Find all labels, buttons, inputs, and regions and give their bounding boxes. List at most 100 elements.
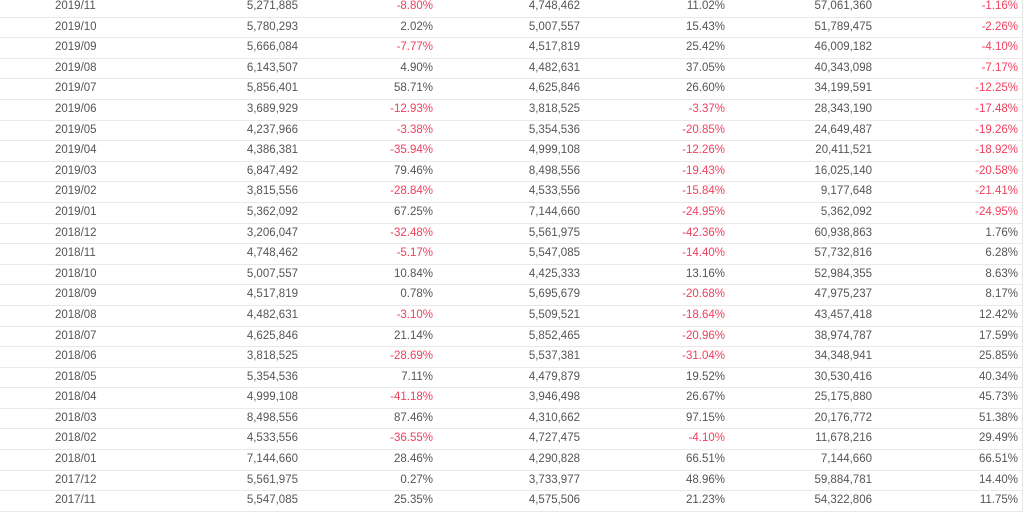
cell-cumulative-change: 45.73% <box>978 391 1018 404</box>
cell-value-2: 5,547,085 <box>528 247 580 260</box>
cell-cumulative-change: 25.85% <box>978 350 1018 363</box>
table-row: 2018/10 5,007,557 10.84% 4,425,333 13.16% 52,… <box>0 265 1022 286</box>
cell-value-2: 7,144,660 <box>528 205 580 218</box>
cell-cumulative-change: -17.48% <box>975 102 1018 115</box>
cell-change-2: -3.37% <box>688 102 725 115</box>
cell-value-2: 5,509,521 <box>528 308 580 321</box>
cell-value-1: 4,533,556 <box>246 432 298 445</box>
row-spacer <box>0 327 55 347</box>
table-row: 2018/07 4,625,846 21.14% 5,852,465 -20.96% 38… <box>0 327 1022 348</box>
row-spacer <box>0 203 55 223</box>
table-row: 2018/03 8,498,556 87.46% 4,310,662 97.15% 20,… <box>0 409 1022 430</box>
cell-cumulative: 47,975,237 <box>814 288 872 301</box>
cell-change-2: 26.67% <box>685 391 725 404</box>
cell-value-1: 5,780,293 <box>246 20 298 33</box>
table-row: 2019/03 6,847,492 79.46% 8,498,556 -19.43% 16… <box>0 162 1022 183</box>
cell-cumulative: 20,411,521 <box>815 144 872 157</box>
cell-month: 2019/10 <box>55 20 97 33</box>
table-row: 2019/11 5,271,885 -8.80% 4,748,462 11.02% 57,… <box>0 0 1022 18</box>
cell-change-2: 97.15% <box>685 411 725 424</box>
cell-month: 2018/03 <box>55 411 97 424</box>
cell-month: 2019/06 <box>55 102 97 115</box>
cell-change-1: 21.14% <box>393 329 433 342</box>
row-spacer <box>0 182 55 202</box>
cell-change-2: -18.64% <box>682 308 725 321</box>
cell-cumulative: 54,322,806 <box>814 494 872 507</box>
table-row: 2019/05 4,237,966 -3.38% 5,354,536 -20.85% 24… <box>0 121 1022 142</box>
cell-value-2: 3,733,977 <box>528 473 580 486</box>
cell-value-2: 5,695,679 <box>528 288 580 301</box>
cell-cumulative: 25,175,880 <box>814 391 872 404</box>
cell-value-2: 5,354,536 <box>528 123 580 136</box>
cell-cumulative: 28,343,190 <box>814 102 872 115</box>
cell-change-1: 79.46% <box>393 164 433 177</box>
cell-change-1: 58.71% <box>393 82 433 95</box>
cell-month: 2019/04 <box>55 144 97 157</box>
table-row: 2017/12 5,561,975 0.27% 3,733,977 48.96% 59,8… <box>0 471 1022 492</box>
cell-change-2: -31.04% <box>682 350 725 363</box>
cell-value-1: 4,482,631 <box>246 308 298 321</box>
row-spacer <box>0 100 55 120</box>
cell-change-1: 10.84% <box>393 267 433 280</box>
cell-cumulative-change: 14.40% <box>978 473 1018 486</box>
cell-cumulative: 38,974,787 <box>814 329 872 342</box>
cell-value-1: 5,354,536 <box>246 370 298 383</box>
cell-value-1: 7,144,660 <box>246 453 298 466</box>
cell-cumulative-change: -7.17% <box>981 61 1018 74</box>
cell-cumulative: 52,984,355 <box>814 267 872 280</box>
cell-change-1: 67.25% <box>393 205 433 218</box>
cell-month: 2019/05 <box>55 123 97 136</box>
table-row: 2019/04 4,386,381 -35.94% 4,999,108 -12.26% 2… <box>0 141 1022 162</box>
table-row: 2018/12 3,206,047 -32.48% 5,561,975 -42.36% 6… <box>0 224 1022 245</box>
cell-month: 2018/04 <box>55 391 97 404</box>
cell-cumulative: 43,457,418 <box>814 308 872 321</box>
cell-change-2: 15.43% <box>685 20 725 33</box>
table-row: 2017/11 5,547,085 25.35% 4,575,506 21.23% 54,… <box>0 491 1022 512</box>
cell-cumulative: 11,678,216 <box>815 432 872 445</box>
table-row: 2018/04 4,999,108 -41.18% 3,946,498 26.67% 25… <box>0 388 1022 409</box>
cell-value-2: 4,625,846 <box>528 82 580 95</box>
cell-month: 2018/06 <box>55 350 97 363</box>
cell-month: 2018/02 <box>55 432 97 445</box>
cell-change-2: -12.26% <box>682 144 725 157</box>
cell-month: 2019/02 <box>55 185 97 198</box>
cell-change-2: 19.52% <box>685 370 725 383</box>
row-spacer <box>0 224 55 244</box>
cell-cumulative: 40,343,098 <box>814 61 872 74</box>
cell-value-1: 5,666,084 <box>246 41 298 54</box>
cell-cumulative: 7,144,660 <box>820 453 872 466</box>
cell-cumulative: 9,177,648 <box>820 185 872 198</box>
cell-change-1: 28.46% <box>393 453 433 466</box>
cell-cumulative: 34,348,941 <box>814 350 872 363</box>
cell-value-1: 4,386,381 <box>246 144 298 157</box>
cell-value-2: 4,290,828 <box>528 453 580 466</box>
cell-value-1: 5,561,975 <box>246 473 298 486</box>
cell-value-1: 4,625,846 <box>246 329 298 342</box>
cell-month: 2018/09 <box>55 288 97 301</box>
cell-change-1: -41.18% <box>390 391 433 404</box>
cell-change-1: -3.10% <box>396 308 433 321</box>
cell-change-1: -32.48% <box>390 226 433 239</box>
cell-cumulative-change: 6.28% <box>985 247 1018 260</box>
cell-change-2: 48.96% <box>685 473 725 486</box>
cell-cumulative-change: -2.26% <box>981 20 1018 33</box>
row-spacer <box>0 368 55 388</box>
row-spacer <box>0 59 55 79</box>
cell-value-1: 4,999,108 <box>246 391 298 404</box>
cell-change-2: -24.95% <box>682 205 725 218</box>
cell-value-2: 4,575,506 <box>528 494 580 507</box>
cell-value-1: 3,815,556 <box>246 185 298 198</box>
cell-cumulative-change: -18.92% <box>975 144 1018 157</box>
table-row: 2018/01 7,144,660 28.46% 4,290,828 66.51% 7,1… <box>0 450 1022 471</box>
row-spacer <box>0 79 55 99</box>
cell-value-2: 4,727,475 <box>528 432 580 445</box>
row-spacer <box>0 121 55 141</box>
cell-value-2: 4,533,556 <box>528 185 580 198</box>
row-spacer <box>0 471 55 491</box>
cell-value-1: 5,271,885 <box>246 0 298 12</box>
cell-cumulative: 16,025,140 <box>814 164 872 177</box>
cell-value-2: 4,517,819 <box>528 41 580 54</box>
cell-change-1: 0.78% <box>400 288 433 301</box>
cell-cumulative: 51,789,475 <box>814 20 872 33</box>
